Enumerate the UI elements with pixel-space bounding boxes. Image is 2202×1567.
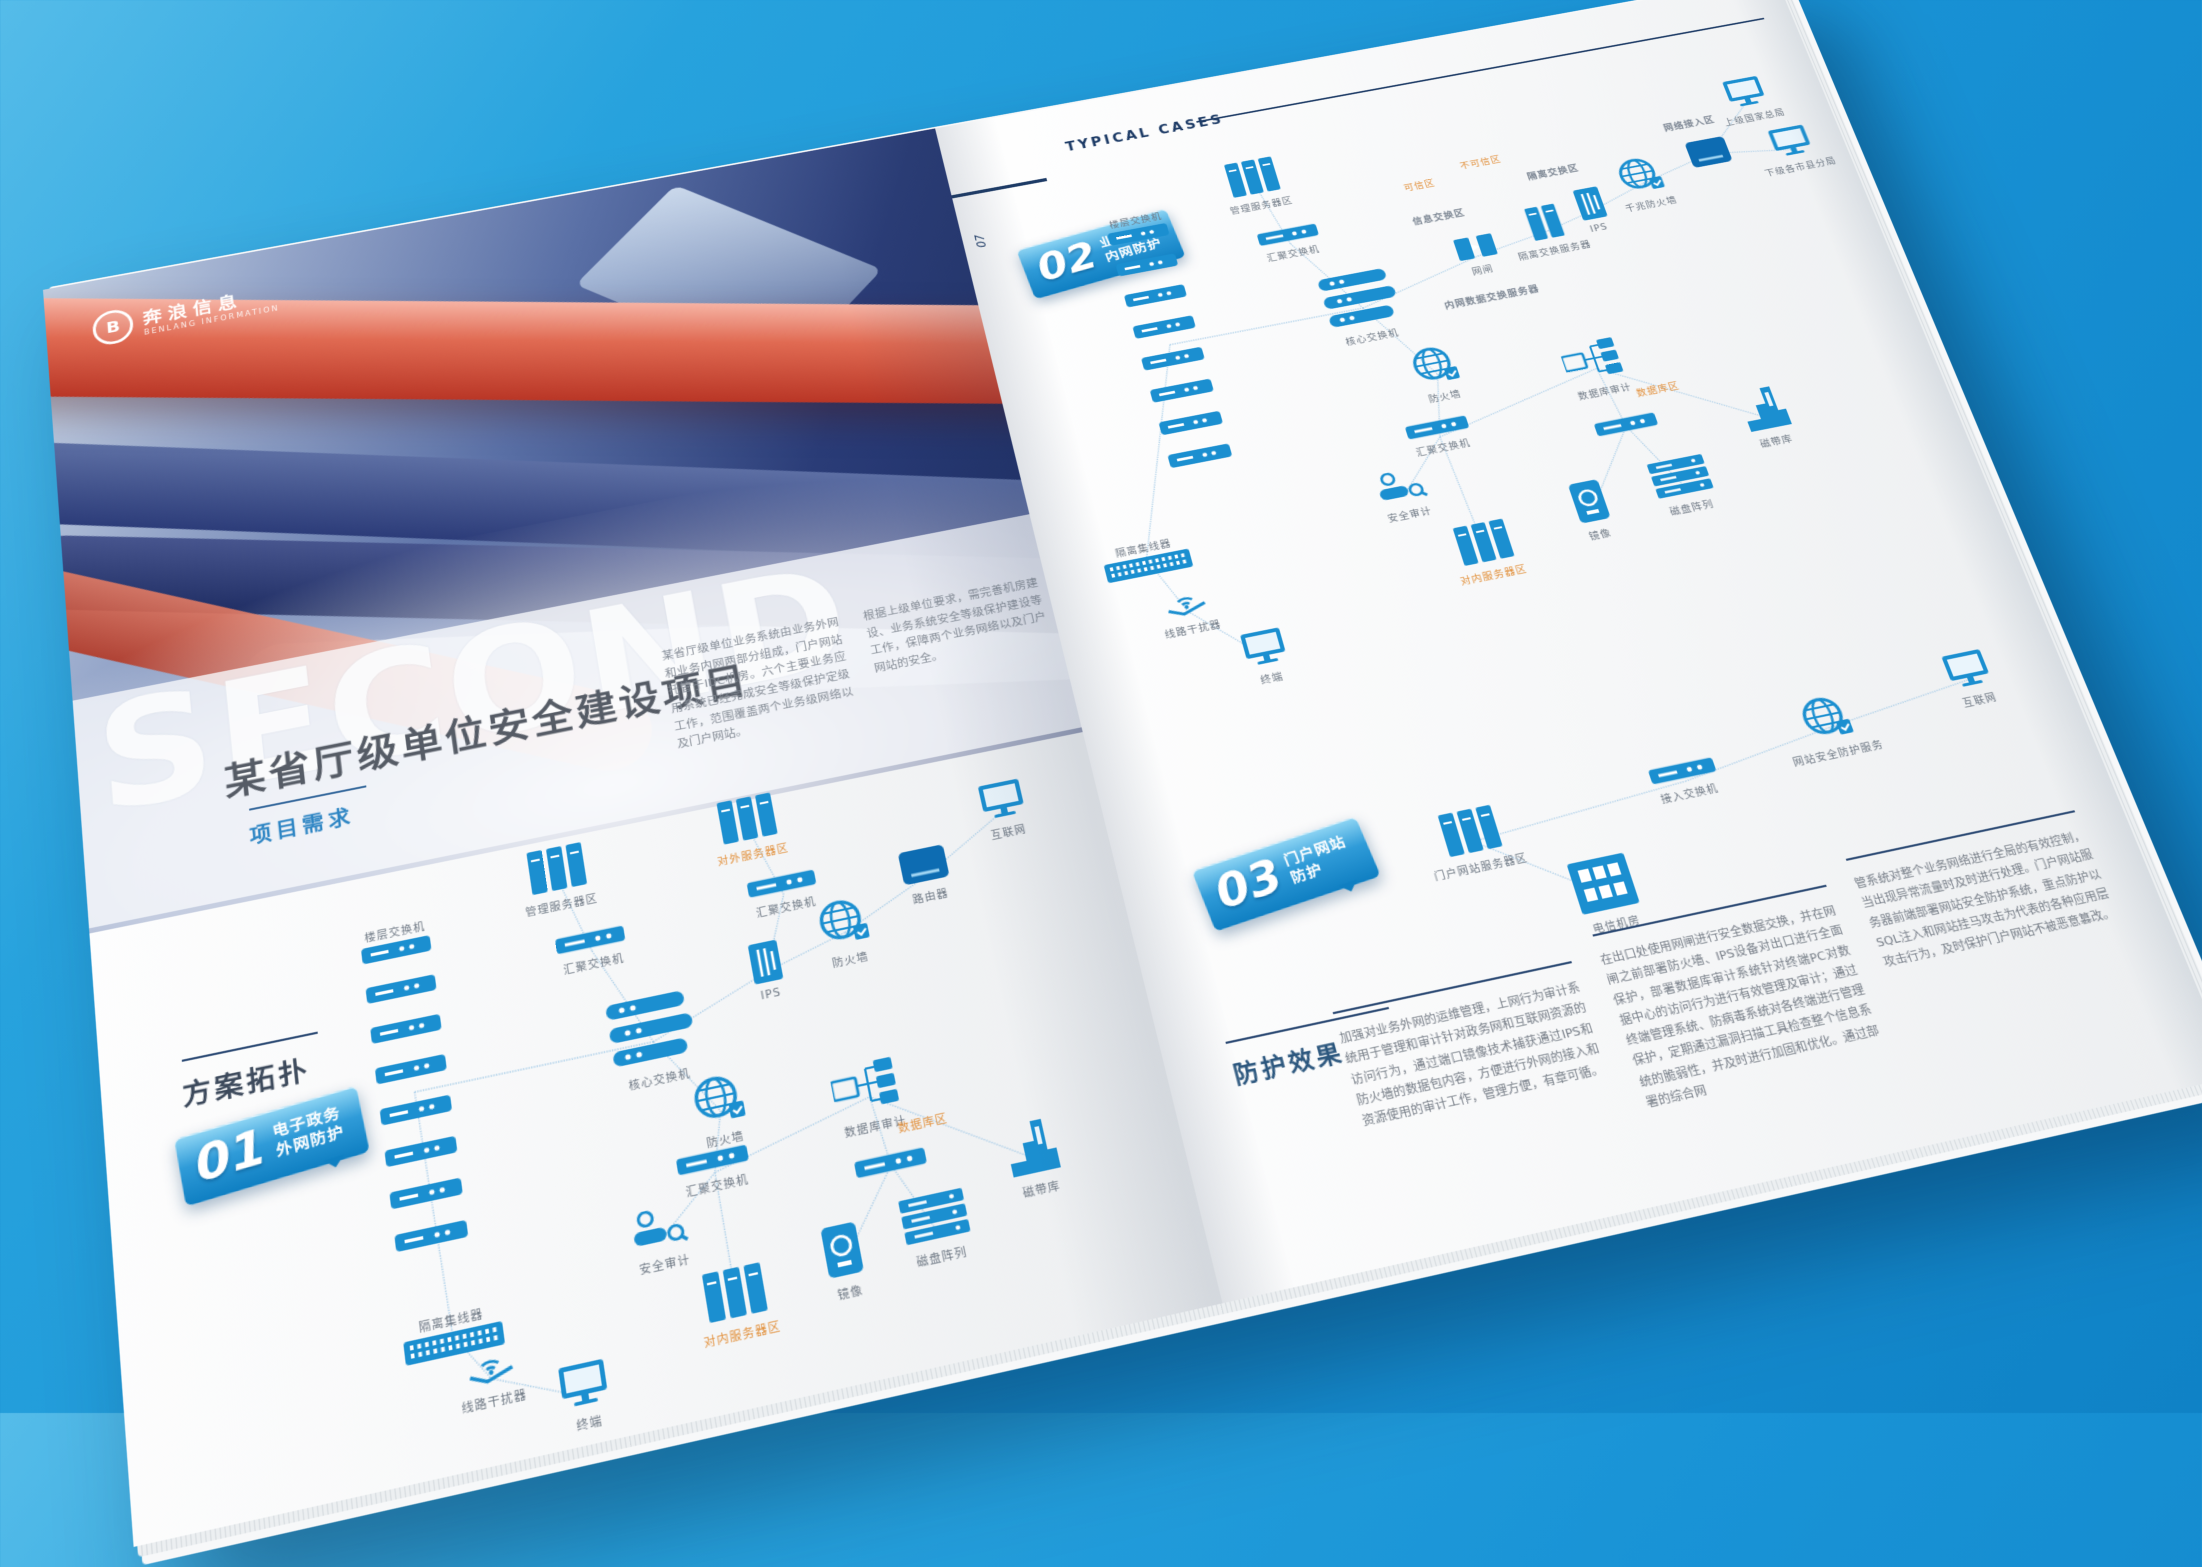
diagram-node: 安全审计	[630, 1203, 693, 1278]
effect-heading: 防护效果	[1229, 1033, 1348, 1091]
audit-icon	[1374, 467, 1430, 509]
diagram-node: 互联网	[1940, 648, 2002, 711]
left-page: B 奔浪信息 BENLANG INFORMATION SECOND 某省厅级单位…	[42, 128, 1223, 1547]
rack3-icon	[716, 792, 778, 849]
rack3-icon	[1452, 518, 1515, 570]
monitor-icon	[557, 1357, 611, 1415]
mockup-canvas: { "brand": {"logo_text": "奔浪信息", "logo_s…	[0, 0, 2202, 1413]
globe-icon	[1795, 692, 1857, 747]
rack3-icon	[1437, 804, 1503, 861]
globe-icon	[1613, 154, 1668, 199]
requirement-paragraph: 根据上级单位要求，需完善机房建设、业务系统安全等级保护建设等工作，保障两个业务网…	[862, 576, 1048, 675]
monitor-icon	[1940, 648, 1995, 694]
monitor-icon	[1238, 626, 1289, 671]
badge-01-number: 01	[190, 1118, 271, 1194]
diagram-node: 终端	[1238, 626, 1294, 688]
topology-diagram-03: 门户网站服务器区 电信机房 接入交换机 网站安全防护服务 互联网	[1139, 643, 2106, 1021]
running-header: TYPICAL CASES	[1064, 111, 1226, 155]
rack1-icon	[1524, 203, 1566, 244]
page-number: 07	[972, 232, 990, 249]
diagram-node: 核心交换机	[605, 989, 702, 1095]
globe-icon	[690, 1070, 748, 1132]
globe-icon	[815, 894, 872, 953]
router-icon	[898, 844, 951, 889]
diagram-node: 隔离集线器	[1099, 532, 1194, 587]
diagram-node: 终端	[557, 1357, 614, 1436]
topology-diagram-01: 楼层交换机 管理服务器区 汇聚交换机 核心交换机 对外服务器区 汇聚交换机 IPS 防火墙 路由…	[327, 733, 1196, 1472]
core-icon	[605, 989, 699, 1076]
magazine-spread: B 奔浪信息 BENLANG INFORMATION SECOND 某省厅级单位…	[42, 0, 2202, 1566]
monitor-icon	[1766, 124, 1815, 162]
monitor-icon	[1721, 75, 1770, 112]
node-label: 终端	[575, 1415, 604, 1435]
rack3-icon	[525, 841, 587, 899]
hub-icon	[1103, 548, 1194, 587]
gate-icon	[1452, 233, 1499, 264]
topology-diagram-02: 楼层交换机 管理服务器区 汇聚交换机 核心交换机 可信区 不可信区 信息交换区 网闸 内网数据交…	[983, 53, 2028, 818]
monitor-icon	[976, 778, 1027, 826]
rack3-icon	[1224, 156, 1282, 201]
effect-column: 加强对业务外网的运维管理，上网行为审计系统用于管理和审计针对政务网和互联网资源的…	[1332, 961, 1609, 1133]
diagram-node: 互联网	[976, 778, 1031, 844]
diagram-node: 磁盘阵列	[897, 1188, 976, 1272]
right-page: TYPICAL CASES 07 02 业务 内网防护 楼层交换机管理服务器区汇…	[935, 0, 2202, 1304]
rack3-icon	[702, 1262, 769, 1328]
